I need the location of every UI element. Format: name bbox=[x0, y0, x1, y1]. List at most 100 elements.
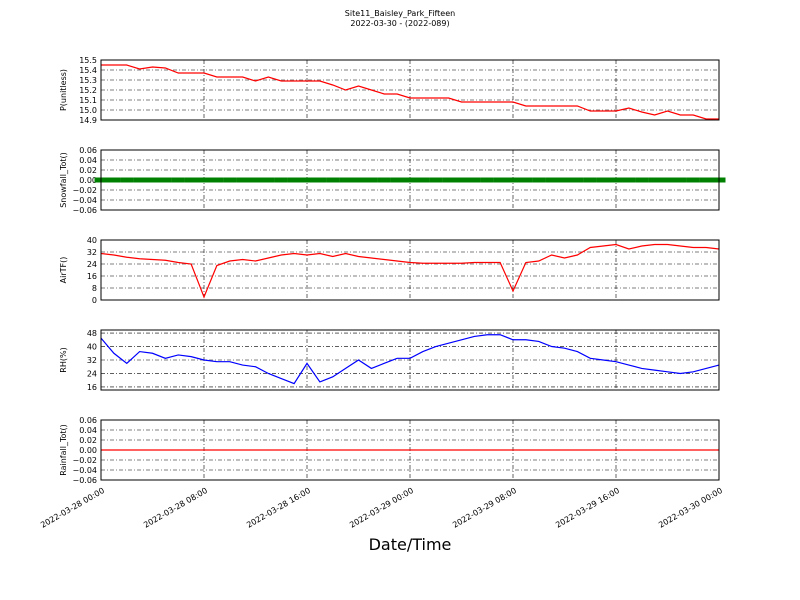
point bbox=[184, 177, 198, 183]
y-axis-label: RH(%) bbox=[59, 347, 68, 372]
y-tick-label: 24 bbox=[87, 260, 97, 269]
y-tick-label: −0.04 bbox=[72, 466, 97, 475]
point bbox=[120, 177, 134, 183]
point bbox=[493, 177, 507, 183]
point bbox=[661, 177, 674, 183]
y-tick-label: 40 bbox=[87, 343, 97, 352]
y-tick-label: 15.1 bbox=[79, 96, 97, 105]
y-tick-label: 14.9 bbox=[79, 116, 97, 125]
point bbox=[261, 177, 275, 183]
point bbox=[236, 177, 250, 183]
plot-frame bbox=[100, 329, 720, 391]
point bbox=[313, 177, 327, 183]
x-tick-label: 2022-03-30 00:00 bbox=[657, 486, 724, 530]
x-tick-label: 2022-03-29 00:00 bbox=[348, 486, 415, 530]
y-tick-label: 15.2 bbox=[79, 86, 97, 95]
point bbox=[416, 177, 430, 183]
y-tick-label: 16 bbox=[87, 272, 97, 281]
point bbox=[686, 177, 700, 183]
y-axis-label: Snowfall_Tot() bbox=[59, 152, 68, 208]
point bbox=[506, 177, 520, 183]
point bbox=[467, 177, 481, 183]
point bbox=[377, 177, 391, 183]
point bbox=[699, 177, 713, 183]
point bbox=[480, 177, 494, 183]
point bbox=[300, 177, 314, 183]
point bbox=[570, 177, 584, 183]
y-tick-label: −0.02 bbox=[72, 456, 97, 465]
y-tick-label: 0.02 bbox=[79, 166, 97, 175]
y-tick-label: −0.06 bbox=[72, 476, 97, 485]
y-tick-label: 16 bbox=[87, 383, 97, 392]
y-axis-label: Rainfall_Tot() bbox=[59, 424, 68, 476]
point bbox=[519, 177, 533, 183]
point bbox=[596, 177, 610, 183]
x-tick-label: 2022-03-28 08:00 bbox=[142, 486, 209, 530]
point bbox=[532, 177, 546, 183]
point bbox=[197, 177, 211, 183]
line bbox=[100, 243, 720, 299]
y-tick-label: 32 bbox=[87, 356, 97, 365]
y-axis-label: P(unitless) bbox=[59, 69, 68, 111]
point bbox=[673, 177, 687, 183]
point bbox=[635, 177, 649, 183]
point bbox=[364, 177, 378, 183]
y-tick-label: 0.00 bbox=[79, 446, 97, 455]
point bbox=[223, 177, 237, 183]
y-tick-label: 15.3 bbox=[79, 76, 97, 85]
point bbox=[390, 177, 404, 183]
point bbox=[429, 177, 443, 183]
line bbox=[100, 334, 720, 385]
y-tick-label: 15.5 bbox=[79, 56, 97, 65]
plot-frame bbox=[100, 419, 720, 481]
y-tick-label: 0.06 bbox=[79, 146, 97, 155]
point bbox=[274, 177, 288, 183]
y-tick-label: 0.04 bbox=[79, 156, 97, 165]
chart-subtitle: 2022-03-30 - (2022-089) bbox=[350, 19, 449, 28]
y-tick-label: 15.4 bbox=[79, 66, 97, 75]
point bbox=[171, 177, 185, 183]
y-tick-label: 8 bbox=[92, 284, 97, 293]
y-tick-label: 0.04 bbox=[79, 426, 97, 435]
point bbox=[455, 177, 468, 183]
y-tick-label: 40 bbox=[87, 236, 97, 245]
line bbox=[101, 64, 719, 120]
x-axis-label: Date/Time bbox=[369, 535, 452, 554]
chart-title: Site11_Baisley_Park_Fifteen bbox=[345, 9, 455, 18]
y-tick-label: 32 bbox=[87, 248, 97, 257]
point bbox=[249, 177, 262, 183]
point bbox=[403, 177, 417, 183]
point bbox=[545, 177, 559, 183]
point bbox=[558, 177, 571, 183]
point bbox=[583, 177, 597, 183]
point bbox=[622, 177, 636, 183]
point bbox=[146, 177, 159, 183]
y-tick-label: 0.02 bbox=[79, 436, 97, 445]
point bbox=[210, 177, 224, 183]
y-tick-label: 0.00 bbox=[79, 176, 97, 185]
point bbox=[648, 177, 662, 183]
point bbox=[133, 177, 147, 183]
x-tick-label: 2022-03-29 08:00 bbox=[451, 486, 518, 530]
point bbox=[352, 177, 365, 183]
point bbox=[609, 177, 623, 183]
x-tick-label: 2022-03-29 16:00 bbox=[554, 486, 621, 530]
y-tick-label: 15.0 bbox=[79, 106, 97, 115]
point bbox=[442, 177, 456, 183]
plot-frame bbox=[100, 59, 720, 121]
y-axis-label: AirTF() bbox=[59, 257, 68, 284]
y-tick-label: −0.04 bbox=[72, 196, 97, 205]
y-tick-label: 48 bbox=[87, 329, 97, 338]
plot-frame bbox=[100, 239, 720, 301]
y-tick-label: −0.02 bbox=[72, 186, 97, 195]
y-tick-label: −0.06 bbox=[72, 206, 97, 215]
point bbox=[158, 177, 172, 183]
point bbox=[107, 177, 121, 183]
point bbox=[339, 177, 353, 183]
y-tick-label: 0.06 bbox=[79, 416, 97, 425]
point bbox=[287, 177, 301, 183]
point bbox=[326, 177, 340, 183]
plot-frame bbox=[100, 149, 720, 211]
x-tick-label: 2022-03-28 00:00 bbox=[39, 486, 106, 530]
